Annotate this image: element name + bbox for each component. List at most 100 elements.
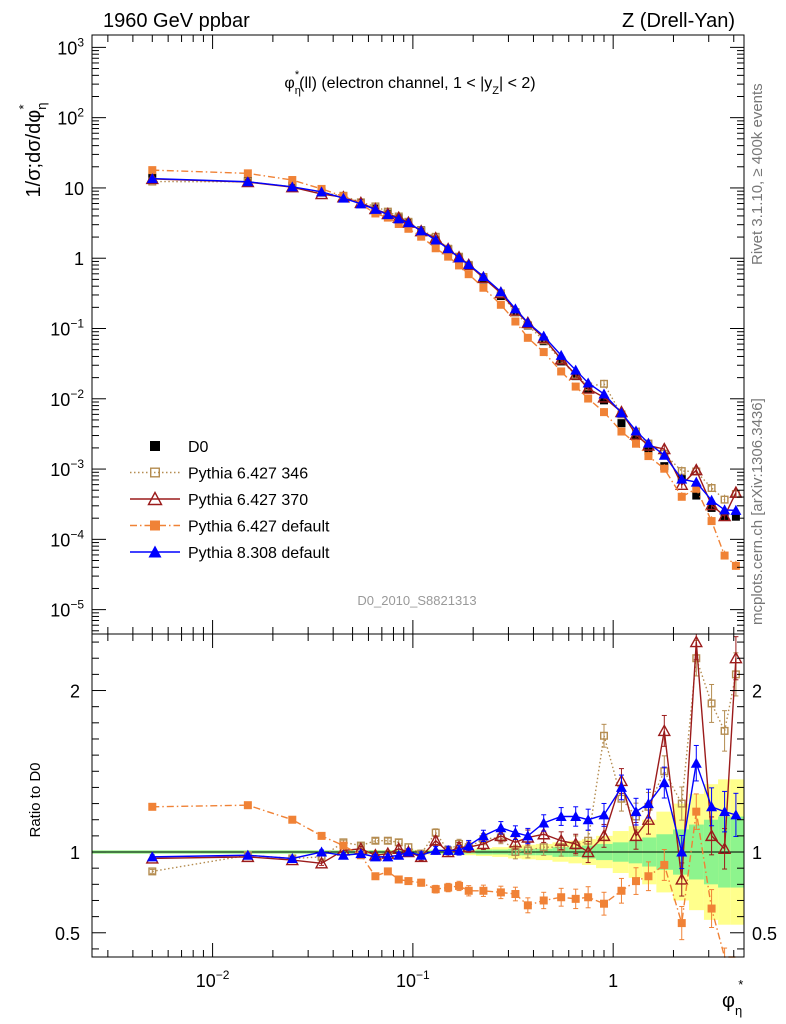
ratio-point-pythia-6-427-default: [148, 802, 157, 811]
main-point-pythia-8-308-default: [730, 504, 742, 515]
ratio-point-pythia-6-427-370: [717, 841, 732, 854]
main-point-pythia-8-308-default: [706, 494, 718, 505]
ratio-point-pythia-8-308-default: [582, 814, 594, 825]
main-point-pythia-6-427-default: [617, 427, 626, 436]
main-point-pythia-6-427-default: [496, 300, 505, 309]
main-point-pythia-6-427-370: [581, 381, 595, 394]
main-point-pythia-8-308-default: [430, 234, 442, 245]
main-point-pythia-8-308-default: [453, 252, 465, 263]
ratio-point-pythia-6-427-346: [600, 731, 609, 740]
ratio-point-pythia-6-427-default: [371, 872, 380, 881]
main-point-pythia-6-427-default: [404, 224, 413, 233]
ratio-point-pythia-6-427-346: [383, 836, 392, 845]
main-point-pythia-6-427-default: [584, 394, 593, 403]
ratio-point-pythia-8-308-default: [393, 849, 405, 860]
ratio-point-pythia-6-427-default: [631, 877, 640, 886]
analysis-id: D0_2010_S8821313: [357, 593, 476, 608]
main-point-pythia-6-427-default: [631, 439, 640, 448]
main-point-pythia-8-308-default: [393, 213, 405, 224]
main-point-pythia-8-308-default: [402, 217, 414, 228]
y-tick-label: 10−5: [50, 598, 84, 621]
ratio-point-pythia-6-427-default: [455, 881, 464, 890]
ratio-tick-label-left: 1: [70, 843, 80, 863]
main-point-pythia-8-308-default: [598, 388, 610, 399]
ratio-point-pythia-8-308-default: [522, 830, 534, 841]
ratio-point-pythia-6-427-370: [581, 845, 595, 858]
y-tick-label: 10−4: [50, 527, 84, 550]
ratio-point-pythia-8-308-default: [415, 849, 427, 860]
legend-marker: [150, 441, 160, 451]
main-point-pythia-8-308-default: [509, 303, 521, 314]
ratio-point-pythia-6-427-default: [511, 890, 520, 899]
legend-label: Pythia 6.427 346: [188, 466, 308, 483]
ratio-point-pythia-6-427-default: [523, 901, 532, 910]
y-tick-label: 10−1: [50, 317, 84, 340]
ratio-point-pythia-8-308-default: [242, 849, 254, 860]
ratio-point-pythia-8-308-default: [355, 848, 367, 859]
ratio-point-pythia-6-427-default: [444, 883, 453, 892]
main-point-pythia-8-308-default: [495, 286, 507, 297]
main-point-pythia-6-427-default: [394, 219, 403, 228]
ratio-point-pythia-8-308-default: [146, 851, 158, 862]
ratio-point-pythia-6-427-370: [689, 635, 703, 648]
main-point-pythia-6-427-default: [644, 452, 653, 461]
ratio-ylabel: Ratio to D0: [27, 762, 44, 837]
main-point-pythia-8-308-default: [570, 364, 582, 375]
main-point-pythia-8-308-default: [442, 243, 454, 254]
ratio-point-pythia-6-427-346: [707, 699, 716, 708]
main-point-pythia-6-427-370: [675, 477, 689, 490]
ratio-point-pythia-6-427-370: [569, 836, 583, 850]
main-point-pythia-6-427-default: [677, 492, 686, 501]
ratio-point-pythia-8-308-default: [442, 844, 454, 855]
ratio-point-pythia-6-427-default: [692, 807, 701, 816]
main-point-pythia-8-308-default: [582, 377, 594, 388]
ratio-point-pythia-8-308-default: [598, 809, 610, 820]
ratio-point-pythia-6-427-370: [641, 812, 656, 825]
x-tick-label: 10−2: [196, 968, 230, 991]
ratio-point-pythia-6-427-370: [494, 828, 508, 842]
main-point-pythia-6-427-default: [600, 408, 609, 417]
plot-title: φη*(ll) (electron channel, 1 < |yZ| < 2): [284, 69, 535, 97]
ratio-point-pythia-8-308-default: [706, 801, 718, 812]
ratio-point-pythia-6-427-default: [464, 886, 473, 895]
ratio-point-pythia-6-427-default: [383, 867, 392, 876]
y-tick-label: 1: [74, 249, 84, 269]
main-point-pythia-8-308-default: [676, 473, 688, 484]
axes-layer: 10−2 10−1 1 10−5 10−4 10−3 10−2 10−1 1 10 102 103 0.…: [50, 34, 777, 991]
main-point-pythia-6-427-default: [464, 270, 473, 279]
ratio-point-pythia-8-308-default: [630, 806, 642, 817]
main-point-pythia-6-427-default: [571, 382, 580, 391]
y-tick-label: 103: [57, 35, 84, 58]
mcplots-label: mcplots.cern.ch [arXiv:1306.3436]: [749, 398, 766, 625]
ratio-point-pythia-6-427-default: [243, 801, 252, 810]
ratio-point-pythia-6-427-default: [584, 893, 593, 902]
main-point-pythia-6-427-346: [600, 379, 609, 388]
main-point-d0: [692, 491, 701, 500]
ratio-point-pythia-6-427-370: [554, 833, 568, 846]
main-point-d0: [731, 512, 740, 521]
main-series-layer: [145, 166, 743, 570]
x-axis-label: φη*: [722, 977, 743, 1018]
ratio-point-pythia-6-427-346: [148, 867, 157, 876]
main-point-pythia-8-308-default: [355, 198, 367, 209]
main-point-pythia-8-308-default: [382, 209, 394, 220]
ratio-point-pythia-6-427-default: [644, 872, 653, 881]
ratio-point-pythia-8-308-default: [690, 757, 702, 768]
ratio-point-pythia-8-308-default: [555, 810, 567, 821]
main-point-pythia-8-308-default: [415, 225, 427, 236]
ratio-point-pythia-6-427-370: [537, 827, 551, 840]
main-line-pythia-8-308-default: [152, 177, 736, 512]
main-point-pythia-6-427-default: [431, 244, 440, 253]
ratio-point-pythia-6-427-default: [677, 919, 686, 928]
ratio-point-pythia-8-308-default: [369, 851, 381, 862]
ratio-tick-label-right: 0.5: [752, 924, 777, 944]
main-point-pythia-6-427-default: [455, 261, 464, 270]
ratio-point-pythia-6-427-default: [317, 831, 326, 840]
ratio-point-pythia-6-427-default: [417, 878, 426, 887]
ratio-point-pythia-6-427-default: [339, 841, 348, 850]
y-tick-label: 10−3: [50, 457, 84, 480]
main-point-pythia-8-308-default: [369, 203, 381, 214]
ratio-point-pythia-6-427-370: [508, 835, 523, 848]
ratio-point-pythia-6-427-default: [571, 894, 580, 903]
main-point-pythia-6-427-default: [511, 317, 520, 326]
